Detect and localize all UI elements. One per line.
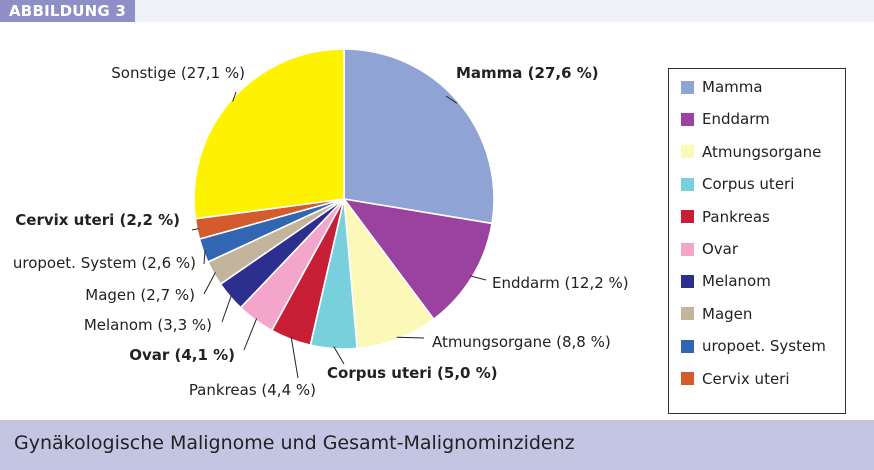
legend-label-melanom: Melanom bbox=[702, 272, 771, 291]
legend-label-cervix-uteri: Cervix uteri bbox=[702, 369, 790, 388]
legend-item-corpus-uteri: Corpus uteri bbox=[681, 174, 794, 194]
slice-label-cervix-uteri: Cervix uteri (2,2 %) bbox=[15, 211, 180, 229]
leader-line-enddarm bbox=[470, 275, 487, 281]
plot-area: Mamma (27,6 %) Enddarm (12,2 %) Atmungsorg… bbox=[0, 22, 874, 420]
legend-swatch-magen bbox=[681, 307, 694, 321]
leader-line-uropoet-system bbox=[203, 249, 206, 265]
pie-slice-enddarm bbox=[342, 197, 493, 321]
legend-swatch-corpus-uteri bbox=[681, 177, 694, 191]
leader-line-pankreas bbox=[290, 337, 299, 379]
legend-item-uropoet-system: uropoet. System bbox=[681, 336, 826, 356]
slice-label-melanom: Melanom (3,3 %) bbox=[84, 316, 212, 334]
leader-line-magen bbox=[203, 272, 216, 295]
legend-label-enddarm: Enddarm bbox=[702, 110, 770, 129]
pie-chart: Mamma (27,6 %) Enddarm (12,2 %) Atmungsorg… bbox=[13, 48, 629, 399]
leader-line-sonstige bbox=[232, 91, 237, 102]
legend-swatch-uropoet-system bbox=[681, 339, 694, 353]
leader-line-ovar bbox=[243, 318, 258, 351]
legend-swatch-atmungsorgane bbox=[681, 145, 694, 159]
legend-item-magen: Magen bbox=[681, 304, 752, 324]
legend-label-mamma: Mamma bbox=[702, 78, 763, 96]
leader-line-atmungsorgane bbox=[396, 336, 425, 339]
legend-swatch-melanom bbox=[681, 274, 694, 288]
slice-label-enddarm: Enddarm (12,2 %) bbox=[492, 274, 629, 292]
legend-label-pankreas: Pankreas bbox=[702, 207, 770, 226]
pie-slice-mamma bbox=[343, 48, 495, 225]
leader-line-corpus-uteri bbox=[333, 346, 345, 365]
leader-line-cervix-uteri bbox=[191, 228, 200, 231]
legend-item-melanom: Melanom bbox=[681, 271, 771, 291]
slice-label-uropoet-system: uropoet. System (2,6 %) bbox=[13, 254, 196, 272]
legend-item-cervix-uteri: Cervix uteri bbox=[681, 369, 790, 389]
legend-swatch-cervix-uteri bbox=[681, 372, 694, 386]
pie-slice-sonstige bbox=[193, 48, 345, 220]
legend-swatch-ovar bbox=[681, 242, 694, 256]
legend-item-enddarm: Enddarm bbox=[681, 109, 770, 129]
legend-swatch-mamma bbox=[681, 80, 694, 94]
legend-label-corpus-uteri: Corpus uteri bbox=[702, 175, 795, 194]
legend-swatch-enddarm bbox=[681, 112, 694, 126]
leader-line-melanom bbox=[221, 294, 232, 323]
legend-label-atmungsorgane: Atmungsorgane bbox=[702, 142, 822, 161]
slice-label-magen: Magen (2,7 %) bbox=[85, 286, 195, 304]
slice-label-mamma: Mamma (27,6 %) bbox=[456, 64, 599, 82]
legend-item-pankreas: Pankreas bbox=[681, 207, 770, 227]
slice-label-ovar: Ovar (4,1 %) bbox=[129, 346, 235, 364]
slice-label-corpus-uteri: Corpus uteri (5,0 %) bbox=[327, 364, 498, 382]
figure-tag: ABBILDUNG 3 bbox=[0, 0, 135, 22]
legend-item-ovar: Ovar bbox=[681, 239, 738, 259]
legend-label-ovar: Ovar bbox=[702, 240, 739, 258]
legend-item-mamma: Mamma bbox=[681, 77, 763, 97]
legend-label-uropoet-system: uropoet. System bbox=[702, 337, 826, 356]
legend-item-atmungsorgane: Atmungsorgane bbox=[681, 142, 821, 162]
chart-legend: Mamma Enddarm Atmungsorgane Corpus uteri Pan… bbox=[668, 68, 846, 414]
leader-line-mamma bbox=[445, 95, 458, 104]
legend-label-magen: Magen bbox=[702, 304, 753, 323]
pie-slice-atmungsorgane bbox=[342, 196, 435, 350]
legend-swatch-pankreas bbox=[681, 210, 694, 224]
slice-label-pankreas: Pankreas (4,4 %) bbox=[189, 381, 316, 399]
slice-label-atmungsorgane: Atmungsorgane (8,8 %) bbox=[432, 333, 611, 351]
figure-caption: Gynäkologische Malignome und Gesamt-Mali… bbox=[14, 432, 575, 454]
caption-bar: Gynäkologische Malignome und Gesamt-Mali… bbox=[0, 420, 874, 470]
slice-label-sonstige: Sonstige (27,1 %) bbox=[111, 64, 245, 82]
